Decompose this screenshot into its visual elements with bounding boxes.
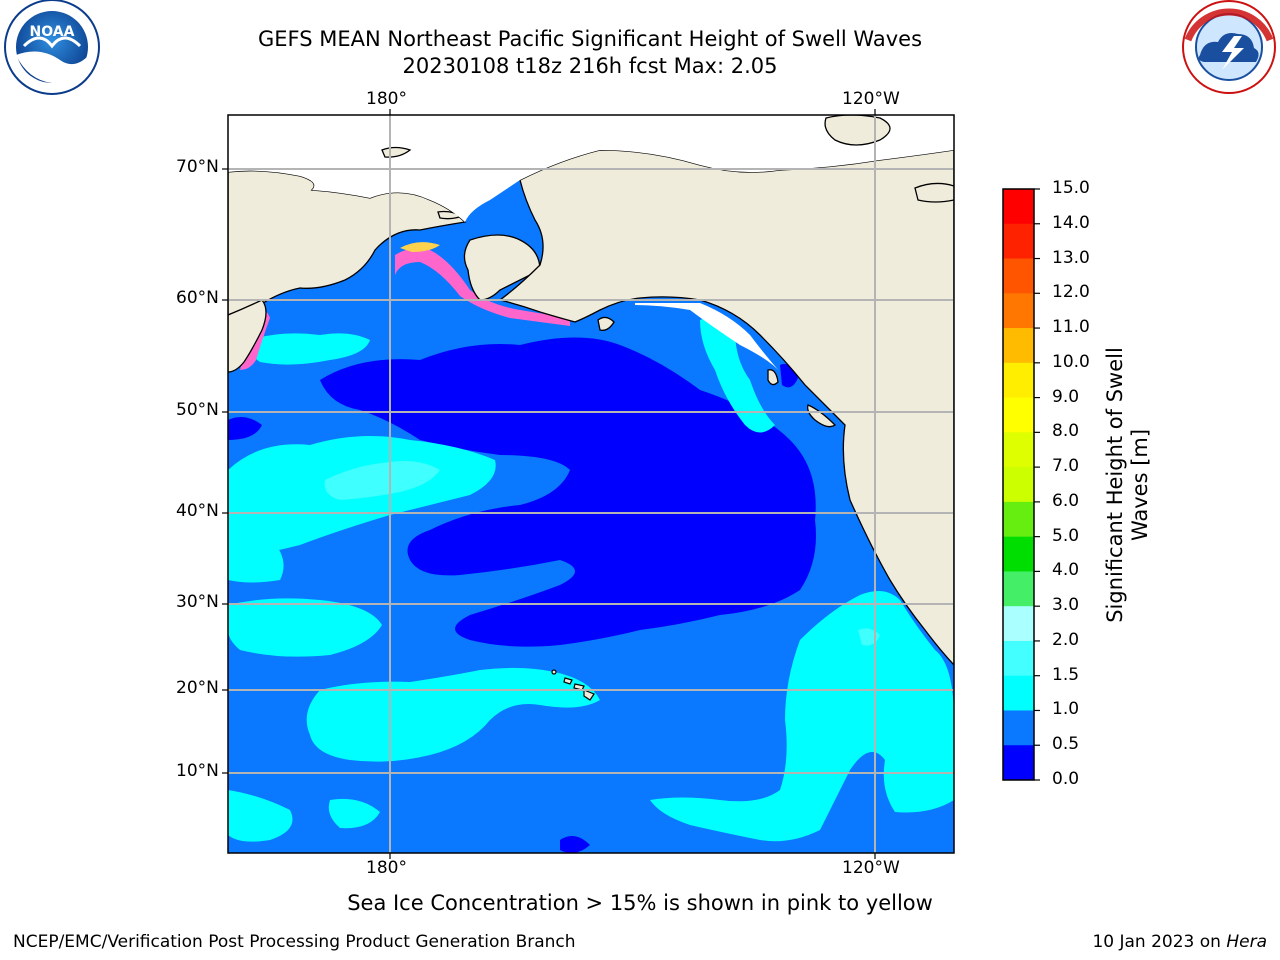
colorbar-tick-label: 4.0 xyxy=(1052,560,1080,581)
colorbar-tick-label: 9.0 xyxy=(1052,386,1080,407)
colorbar-segment xyxy=(1003,536,1034,572)
colorbar-segment xyxy=(1003,258,1034,294)
nws-logo-icon xyxy=(1182,0,1276,94)
colorbar-segment xyxy=(1003,189,1034,225)
lat-label-20n: 20°N xyxy=(176,678,219,698)
lon-label-top-180: 180° xyxy=(366,89,407,109)
lon-label-bottom-180: 180° xyxy=(366,858,407,878)
colorbar-segment xyxy=(1003,640,1034,677)
colorbar-segment xyxy=(1003,745,1034,781)
colorbar-tick-label: 0.0 xyxy=(1052,769,1080,789)
colorbar-tick-label: 8.0 xyxy=(1052,421,1080,442)
colorbar-segment xyxy=(1003,467,1034,503)
graticule xyxy=(228,115,954,853)
colorbar-label-line2: Waves [m] xyxy=(1128,428,1152,542)
colorbar-segment xyxy=(1003,397,1034,433)
map-frame xyxy=(227,114,955,854)
colorbar-segment xyxy=(1003,571,1034,607)
colorbar-segment xyxy=(1003,710,1034,746)
colorbar-tick-label: 12.0 xyxy=(1052,282,1090,303)
colorbar-segment xyxy=(1003,328,1034,364)
colorbar-segment xyxy=(1003,293,1034,329)
colorbar xyxy=(1002,188,1040,781)
colorbar-tick-label: 15.0 xyxy=(1052,178,1090,198)
footer-date: 10 Jan 2023 on Hera xyxy=(1092,932,1267,952)
colorbar-frame xyxy=(1002,188,1035,781)
lon-label-bottom-120w: 120°W xyxy=(842,858,900,878)
colorbar-tick-label: 13.0 xyxy=(1052,247,1090,268)
colorbar-segment xyxy=(1003,223,1034,260)
hawaii-islands xyxy=(551,669,595,701)
sea-ice-note: Sea Ice Concentration > 15% is shown in … xyxy=(347,891,933,915)
colorbar-tick-label: 3.0 xyxy=(1052,595,1080,616)
colorbar-segment xyxy=(1003,675,1034,711)
colorbar-tick-label: 7.0 xyxy=(1052,456,1080,477)
map-title: GEFS MEAN Northeast Pacific Significant … xyxy=(257,27,923,51)
noaa-logo-text: NOAA xyxy=(30,24,75,40)
lat-label-40n: 40°N xyxy=(176,501,219,521)
footer-machine: Hera xyxy=(1226,932,1267,952)
lat-label-30n: 30°N xyxy=(176,592,219,612)
colorbar-segment xyxy=(1003,501,1034,538)
colorbar-tick-label: 1.0 xyxy=(1052,699,1080,720)
swell-band-1.5-2.0 xyxy=(324,461,440,500)
colorbar-tick-label: 1.5 xyxy=(1052,664,1080,685)
colorbar-tick-label: 10.0 xyxy=(1052,351,1090,372)
noaa-logo-icon: NOAA xyxy=(4,0,100,95)
footer-date-text: 10 Jan 2023 on xyxy=(1092,932,1227,952)
map-subtitle: 20230108 t18z 216h fcst Max: 2.05 xyxy=(402,54,778,78)
lat-label-50n: 50°N xyxy=(176,400,219,420)
colorbar-tick-label: 11.0 xyxy=(1052,317,1090,338)
swell-band-0-0.5 xyxy=(320,337,816,647)
colorbar-segment xyxy=(1003,362,1034,399)
map-area xyxy=(228,115,954,853)
colorbar-tick-label: 6.0 xyxy=(1052,490,1080,511)
lat-label-60n: 60°N xyxy=(176,288,219,308)
colorbar-tick-label: 2.0 xyxy=(1052,629,1080,650)
lat-label-70n: 70°N xyxy=(176,157,219,177)
colorbar-label-line1: Significant Height of Swell xyxy=(1103,347,1127,623)
colorbar-segment xyxy=(1003,606,1034,642)
colorbar-segment xyxy=(1003,432,1034,468)
colorbar-tick-label: 0.5 xyxy=(1052,734,1080,755)
lat-label-10n: 10°N xyxy=(176,761,219,781)
colorbar-tick-label: 5.0 xyxy=(1052,525,1080,546)
colorbar-tick-label: 14.0 xyxy=(1052,212,1090,233)
lon-label-top-120w: 120°W xyxy=(842,89,900,109)
footer-credit: NCEP/EMC/Verification Post Processing Pr… xyxy=(13,932,576,952)
